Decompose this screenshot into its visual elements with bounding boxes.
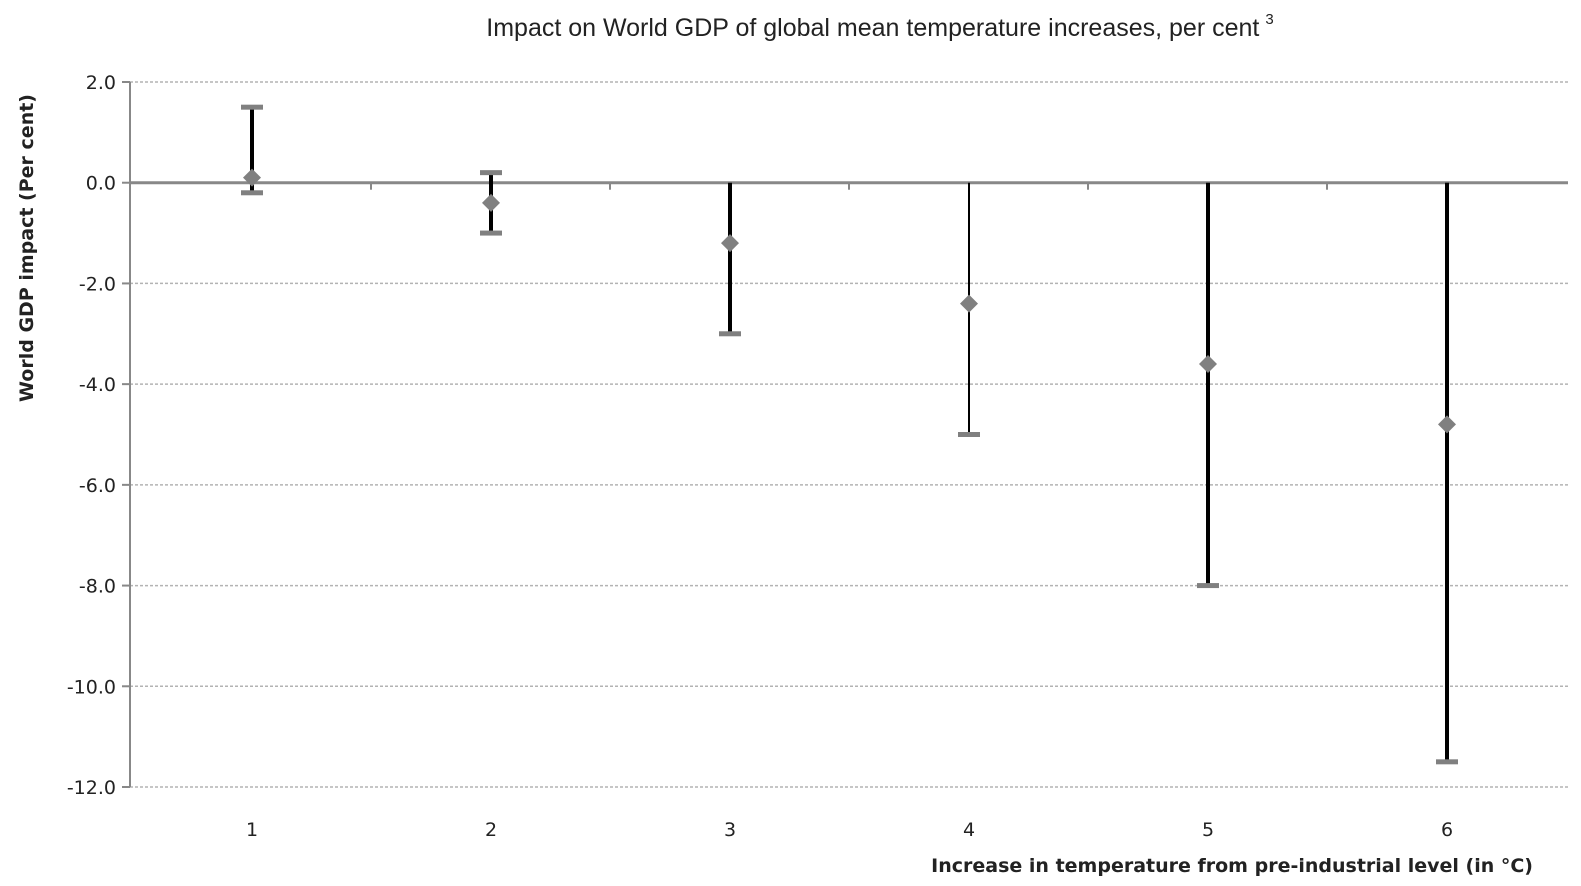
axes [122,81,1568,788]
chart-title-text: Impact on World GDP of global mean tempe… [486,14,1259,42]
data-point-diamond [243,168,261,187]
x-tick-label: 5 [1202,819,1214,841]
x-tick-labels: 1 2 3 4 5 6 [246,819,1453,841]
y-axis-label: World GDP impact (Per cent) [16,94,38,402]
y-tick-label: -6.0 [79,475,116,497]
x-tick-label: 2 [485,819,497,841]
error-bar-low-cap [241,190,263,196]
x-tick-label: 4 [963,819,975,841]
error-bars [241,104,1458,765]
y-tick-label: -10.0 [67,676,116,698]
error-bar-low-cap [719,331,741,337]
x-tick-label: 1 [246,819,258,841]
x-tick-label: 6 [1441,819,1453,841]
error-bar-low-cap [1197,583,1219,589]
y-tick-label: -8.0 [79,576,116,598]
y-tick-label: -2.0 [79,273,116,295]
error-bar-low-cap [958,432,980,437]
y-tick-label: 0.0 [86,173,116,195]
x-axis-label: Increase in temperature from pre-industr… [931,855,1533,877]
y-tick-label: -12.0 [67,777,116,799]
data-point-diamond [482,193,500,212]
y-tick-label: -4.0 [79,374,116,396]
error-bar-low-cap [480,230,502,236]
data-point-diamond [1199,355,1217,373]
data-point-diamond [721,234,739,253]
error-bar-low-cap [1436,759,1458,765]
x-tick-label: 3 [724,819,736,841]
chart-title-superscript: 3 [1265,11,1273,28]
error-bar-high-cap [241,104,263,110]
data-points [243,168,1456,434]
y-tick-label: 2.0 [86,72,116,94]
data-point-diamond [960,294,978,313]
data-point-diamond [1438,415,1456,434]
y-tick-labels: 2.0 0.0 -2.0 -4.0 -6.0 -8.0 -10.0 -12.0 [67,72,116,799]
chart-title: Impact on World GDP of global mean tempe… [486,11,1273,42]
error-bar-high-cap [480,170,502,176]
